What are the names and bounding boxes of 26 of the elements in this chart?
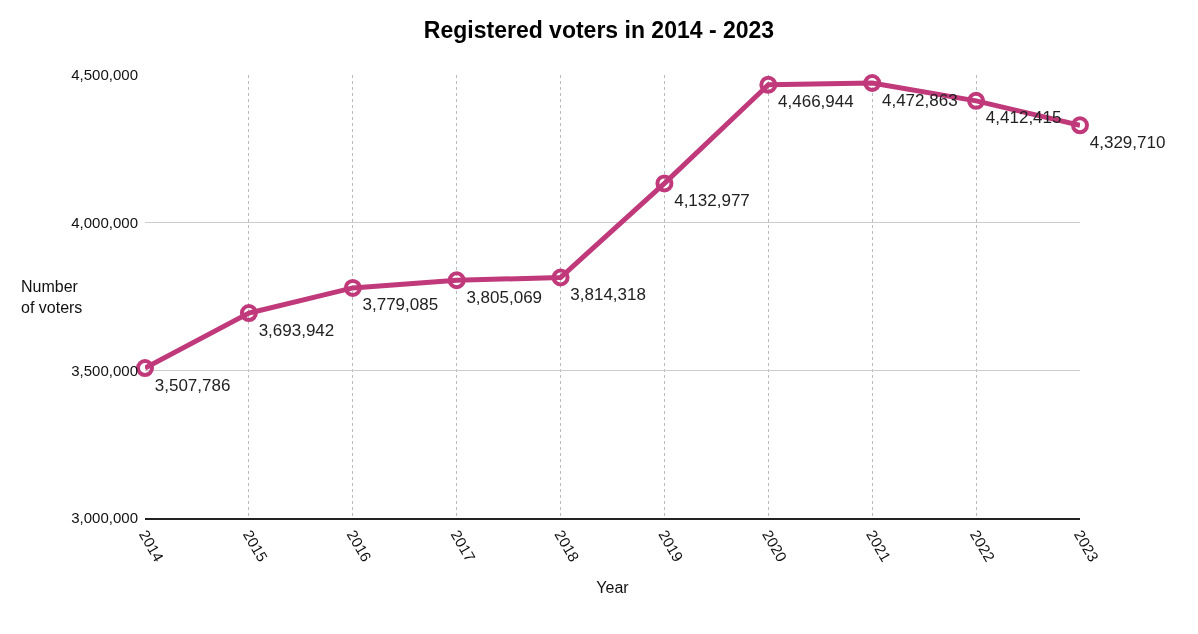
point [551,268,570,287]
chart-title: Registered voters in 2014 - 2023 [423,17,775,44]
point [1071,116,1089,135]
data-label: 3,693,942 [258,320,335,340]
data-label: 4,132,977 [674,190,750,210]
point [447,271,466,290]
y-tick-label: 4,000,000 [71,213,138,231]
data-label: 4,329,710 [1089,132,1166,152]
point [655,174,674,193]
data-label: 3,805,069 [466,287,543,307]
point [343,278,362,297]
data-label: 4,472,863 [881,90,958,110]
point [863,74,882,92]
point [759,75,778,94]
data-label: 3,507,786 [154,375,231,395]
y-tick-label: 3,000,000 [71,509,138,527]
y-tick-label: 4,500,000 [71,66,138,84]
data-label: 3,779,085 [362,295,439,315]
data-label: 4,466,944 [778,92,854,112]
point [136,359,154,378]
x-axis-title: Year [596,578,630,596]
point [239,304,258,323]
y-tick-label: 3,500,000 [71,361,138,379]
data-label: 3,814,318 [570,285,646,304]
point [967,91,986,110]
y-axis-title: Number of voters [21,278,83,316]
